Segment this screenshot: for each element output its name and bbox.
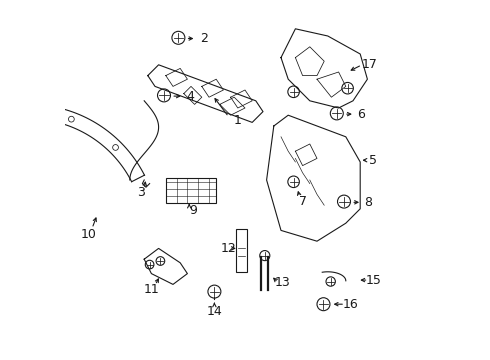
- Text: 6: 6: [357, 108, 365, 121]
- Text: 1: 1: [234, 114, 242, 127]
- Text: 2: 2: [199, 32, 208, 45]
- Text: 16: 16: [343, 298, 358, 311]
- Text: 12: 12: [221, 242, 237, 255]
- Text: 5: 5: [369, 154, 377, 167]
- Text: 13: 13: [275, 276, 291, 289]
- Text: 11: 11: [144, 283, 159, 296]
- Text: 8: 8: [365, 196, 372, 209]
- Text: 3: 3: [137, 186, 145, 199]
- Text: 15: 15: [366, 274, 382, 287]
- Text: 9: 9: [189, 204, 197, 217]
- Text: 4: 4: [186, 90, 194, 103]
- Text: 14: 14: [206, 305, 222, 318]
- Text: 10: 10: [80, 228, 97, 240]
- Text: 7: 7: [299, 195, 307, 208]
- Text: 17: 17: [361, 58, 377, 71]
